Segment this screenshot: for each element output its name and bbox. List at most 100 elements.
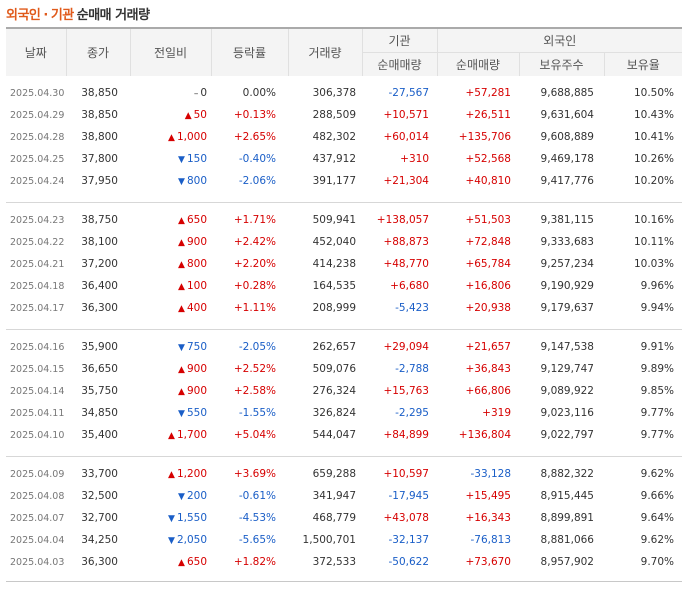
down-arrow-icon: ▼ bbox=[168, 536, 175, 546]
cell-foreign-ratio: 9.89% bbox=[640, 363, 674, 375]
cell-volume: 276,324 bbox=[312, 385, 356, 397]
header-rate: 등락률 bbox=[210, 28, 288, 76]
cell-institution-net: -5,423 bbox=[395, 302, 429, 314]
cell-close: 37,200 bbox=[81, 258, 118, 270]
cell-diff-value: 1,200 bbox=[176, 468, 207, 480]
cell-volume: 437,912 bbox=[312, 153, 356, 165]
up-arrow-icon: ▲ bbox=[184, 111, 192, 121]
cell-institution-net: -17,945 bbox=[388, 490, 429, 502]
cell-foreign-hold: 9,417,776 bbox=[540, 175, 594, 187]
cell-diff: ▲ 900 bbox=[130, 358, 211, 380]
cell-rate: -0.40% bbox=[238, 153, 276, 165]
cell-foreign-hold: 9,190,929 bbox=[540, 280, 594, 292]
header-foreign-hold: 보유주수 bbox=[518, 52, 604, 76]
cell-close: 34,250 bbox=[81, 534, 118, 546]
cell-volume: 391,177 bbox=[312, 175, 356, 187]
cell-foreign-ratio: 9.77% bbox=[640, 429, 674, 441]
cell-date: 2025.04.11 bbox=[10, 407, 65, 419]
cell-rate: +1.71% bbox=[233, 214, 276, 226]
title-institution: 기관 bbox=[50, 8, 74, 23]
up-arrow-icon: ▲ bbox=[178, 216, 185, 226]
cell-diff: ▲ 1,000 bbox=[130, 126, 211, 148]
cell-diff-value: 550 bbox=[186, 407, 207, 419]
table-row: 2025.04.09 33,700 ▲ 1,200 +3.69% 659,288 +10,5… bbox=[6, 463, 682, 485]
header-foreign-ratio: 보유율 bbox=[603, 52, 682, 76]
cell-diff-value: 900 bbox=[186, 236, 207, 248]
cell-rate: +3.69% bbox=[233, 468, 276, 480]
cell-foreign-hold: 9,179,637 bbox=[540, 302, 594, 314]
header-institution-group: 기관 bbox=[361, 28, 437, 53]
cell-diff: ▲ 1,700 bbox=[130, 424, 211, 446]
cell-institution-net: +88,873 bbox=[383, 236, 429, 248]
cell-institution-net: +138,057 bbox=[376, 214, 429, 226]
cell-foreign-ratio: 10.20% bbox=[633, 175, 674, 187]
cell-date: 2025.04.30 bbox=[10, 87, 65, 99]
cell-foreign-ratio: 10.03% bbox=[633, 258, 674, 270]
cell-close: 35,900 bbox=[81, 341, 118, 353]
table-row: 2025.04.14 35,750 ▲ 900 +2.58% 276,324 +15,763… bbox=[6, 380, 682, 402]
table-row: 2025.04.18 36,400 ▲ 100 +0.28% 164,535 +6,680 +… bbox=[6, 275, 682, 297]
up-arrow-icon: ▲ bbox=[178, 304, 185, 314]
up-arrow-icon: ▲ bbox=[178, 365, 185, 375]
cell-volume: 452,040 bbox=[312, 236, 356, 248]
cell-diff-value: 2,050 bbox=[176, 534, 207, 546]
cell-date: 2025.04.07 bbox=[10, 512, 65, 524]
cell-foreign-ratio: 9.94% bbox=[640, 302, 674, 314]
cell-foreign-hold: 8,881,066 bbox=[540, 534, 594, 546]
cell-foreign-net: +16,806 bbox=[465, 280, 511, 292]
cell-volume: 164,535 bbox=[312, 280, 356, 292]
cell-volume: 262,657 bbox=[312, 341, 356, 353]
cell-foreign-ratio: 10.50% bbox=[633, 87, 674, 99]
table-row: 2025.04.25 37,800 ▼ 150 -0.40% 437,912 +310 +52… bbox=[6, 148, 682, 170]
cell-foreign-ratio: 9.77% bbox=[640, 407, 674, 419]
cell-foreign-hold: 9,089,922 bbox=[540, 385, 594, 397]
cell-rate: +0.13% bbox=[233, 109, 276, 121]
cell-foreign-net: +135,706 bbox=[458, 131, 511, 143]
cell-foreign-hold: 9,333,683 bbox=[540, 236, 594, 248]
cell-foreign-hold: 9,147,538 bbox=[540, 341, 594, 353]
table-row: 2025.04.03 36,300 ▲ 650 +1.82% 372,533 -50,622… bbox=[6, 551, 682, 573]
cell-diff: ▼ 150 bbox=[130, 148, 211, 170]
cell-institution-net: +21,304 bbox=[383, 175, 429, 187]
cell-diff: ▼ 1,550 bbox=[130, 507, 211, 529]
cell-diff: ▼ 750 bbox=[130, 336, 211, 358]
down-arrow-icon: ▼ bbox=[178, 177, 185, 187]
cell-volume: 414,238 bbox=[312, 258, 356, 270]
cell-foreign-ratio: 9.62% bbox=[640, 468, 674, 480]
cell-date: 2025.04.17 bbox=[10, 302, 65, 314]
cell-foreign-net: +15,495 bbox=[465, 490, 511, 502]
cell-foreign-net: +65,784 bbox=[465, 258, 511, 270]
cell-close: 38,800 bbox=[81, 131, 118, 143]
cell-foreign-ratio: 9.70% bbox=[640, 556, 674, 568]
up-arrow-icon: ▲ bbox=[168, 431, 175, 441]
cell-volume: 372,533 bbox=[312, 556, 356, 568]
cell-foreign-net: +52,568 bbox=[465, 153, 511, 165]
table-row: 2025.04.23 38,750 ▲ 650 +1.71% 509,941 +138,05… bbox=[6, 209, 682, 231]
down-arrow-icon: ▼ bbox=[178, 409, 185, 419]
cell-close: 38,100 bbox=[81, 236, 118, 248]
cell-foreign-hold: 9,381,115 bbox=[540, 214, 594, 226]
up-arrow-icon: ▲ bbox=[178, 260, 185, 270]
header-date: 날짜 bbox=[6, 28, 66, 76]
cell-rate: +0.28% bbox=[233, 280, 276, 292]
cell-foreign-hold: 9,022,797 bbox=[540, 429, 594, 441]
cell-rate: -2.05% bbox=[238, 341, 276, 353]
cell-date: 2025.04.22 bbox=[10, 236, 65, 248]
up-arrow-icon: ▲ bbox=[178, 387, 185, 397]
cell-diff: ▲ 650 bbox=[130, 551, 211, 573]
cell-diff: –0 bbox=[130, 82, 211, 104]
cell-diff: ▼ 200 bbox=[130, 485, 211, 507]
down-arrow-icon: ▼ bbox=[168, 514, 175, 524]
table-row: 2025.04.04 34,250 ▼ 2,050 -5.65% 1,500,701 -32… bbox=[6, 529, 682, 551]
cell-diff-value: 800 bbox=[186, 175, 207, 187]
cell-date: 2025.04.09 bbox=[10, 468, 65, 480]
cell-date: 2025.04.28 bbox=[10, 131, 65, 143]
cell-close: 38,750 bbox=[81, 214, 118, 226]
title-rest: 순매매 거래량 bbox=[76, 8, 150, 23]
cell-date: 2025.04.29 bbox=[10, 109, 65, 121]
cell-foreign-hold: 8,957,902 bbox=[540, 556, 594, 568]
cell-institution-net: +10,571 bbox=[383, 109, 429, 121]
cell-volume: 468,779 bbox=[312, 512, 356, 524]
table-body: 2025.04.30 38,850 –0 0.00% 306,378 -27,567 +57… bbox=[6, 76, 682, 582]
cell-diff-value: 100 bbox=[186, 280, 207, 292]
